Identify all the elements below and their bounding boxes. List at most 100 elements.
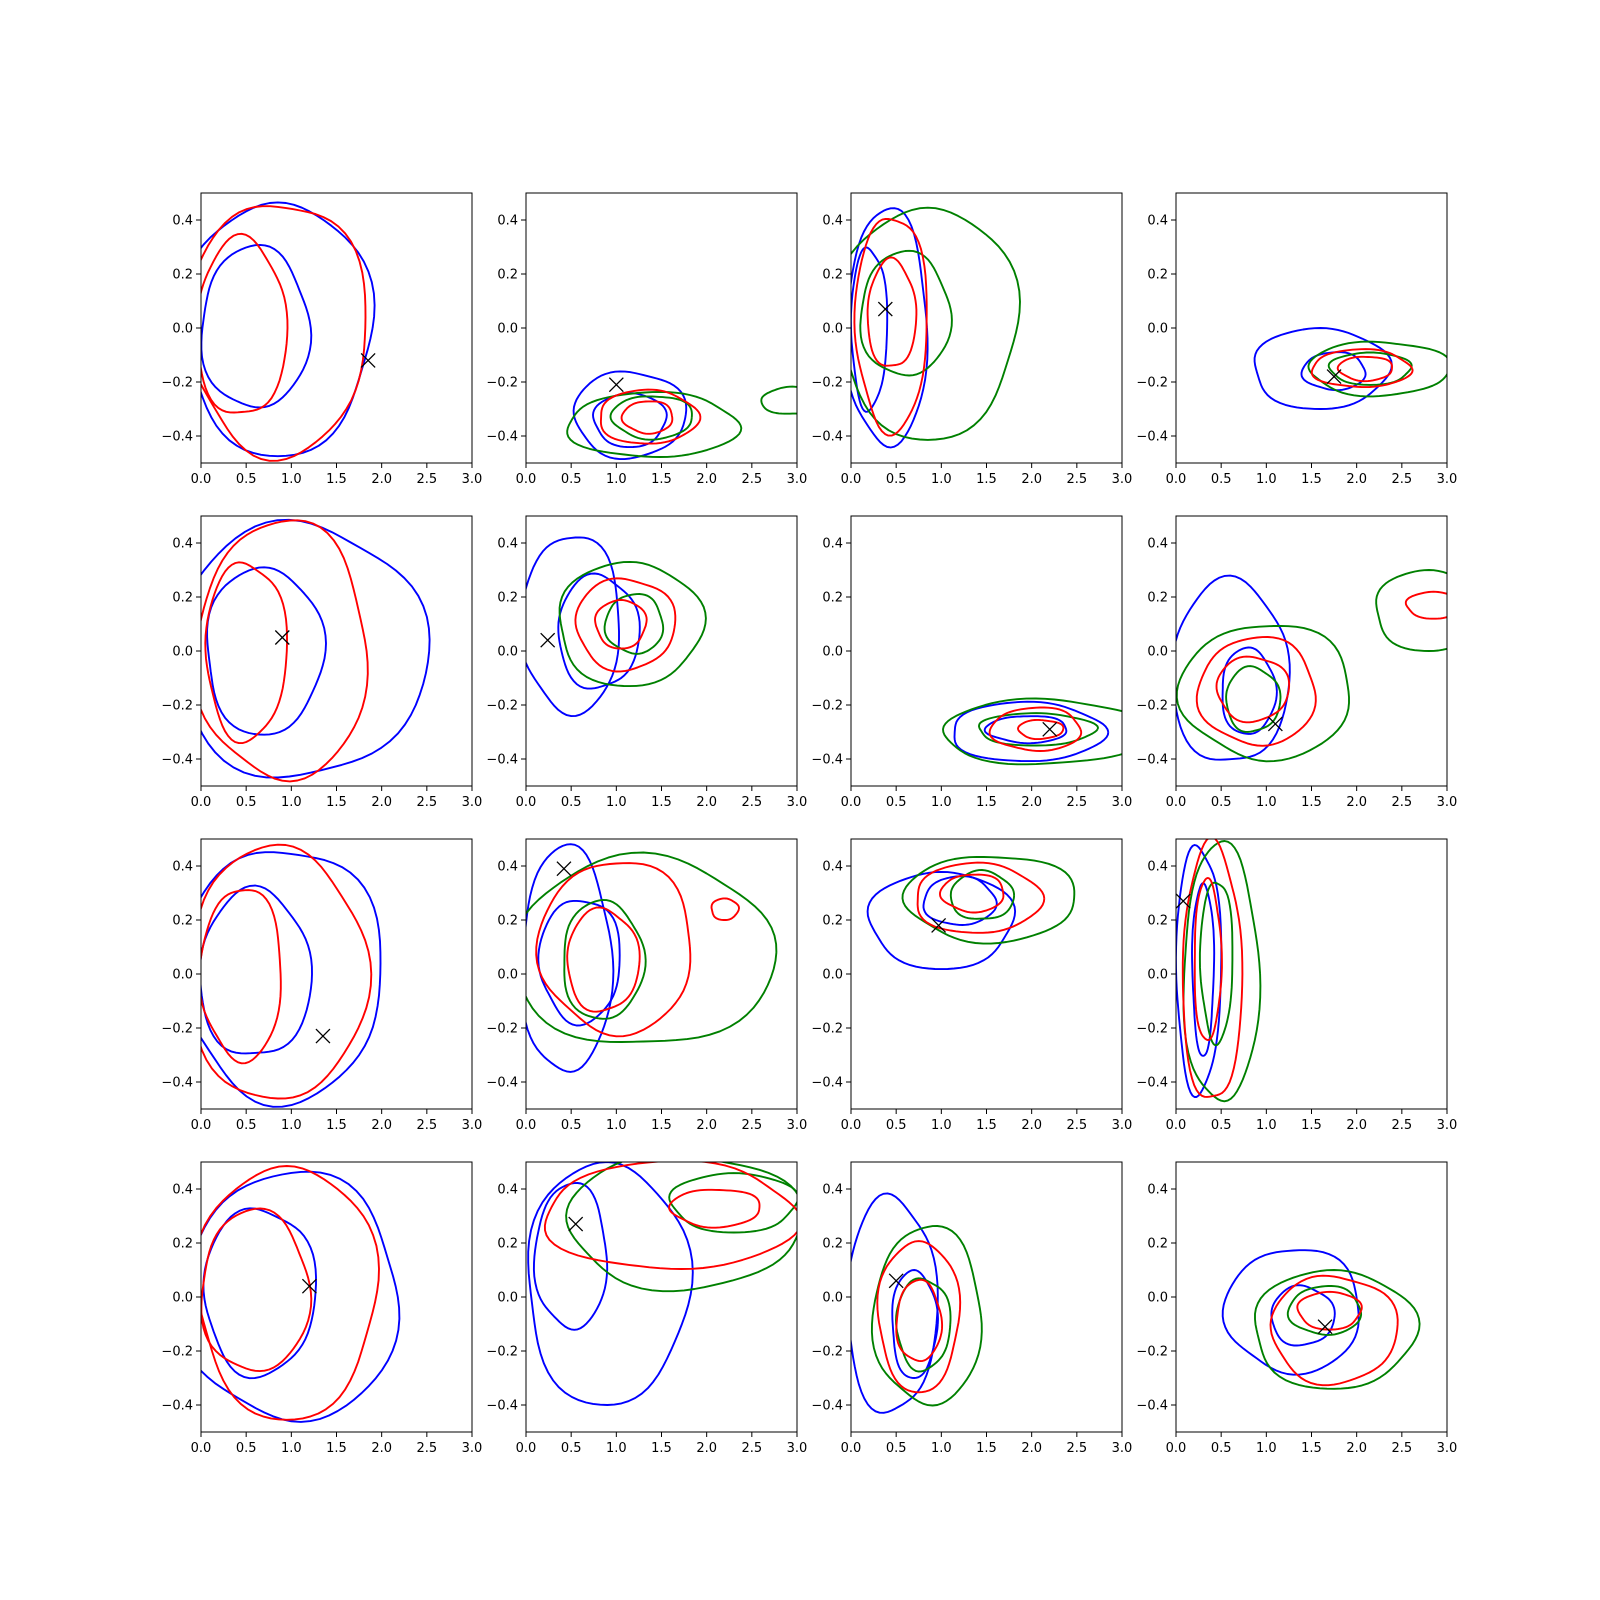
y-tick-label: −0.4 bbox=[161, 753, 193, 768]
red-contour-inner bbox=[201, 232, 289, 414]
x-tick-label: 1.0 bbox=[281, 1441, 302, 1456]
plot-area bbox=[201, 1165, 401, 1423]
y-tick-label: 0.0 bbox=[497, 645, 518, 660]
x-tick-label: 1.0 bbox=[1256, 1118, 1277, 1133]
y-tick-label: 0.4 bbox=[497, 1183, 518, 1198]
x-marker bbox=[1175, 893, 1191, 909]
x-marker bbox=[931, 917, 947, 933]
axes-frame bbox=[525, 192, 798, 464]
x-tick-label: 0.0 bbox=[841, 472, 862, 487]
y-tick-label: −0.2 bbox=[1136, 699, 1168, 714]
blue-contour-inner bbox=[1270, 1284, 1336, 1347]
plot-area bbox=[1176, 569, 1447, 763]
y-tick-label: 0.0 bbox=[822, 1291, 843, 1306]
x-tick-label: 2.0 bbox=[371, 795, 392, 810]
x-tick-label: 1.5 bbox=[976, 472, 997, 487]
blue-contour-outer bbox=[527, 1162, 694, 1406]
axes-frame bbox=[1175, 838, 1448, 1110]
x-tick-label: 2.0 bbox=[1021, 1441, 1042, 1456]
x-tick-label: 1.0 bbox=[931, 795, 952, 810]
y-tick-label: 0.0 bbox=[1147, 1291, 1168, 1306]
x-tick-label: 2.5 bbox=[741, 1118, 762, 1133]
x-tick-label: 3.0 bbox=[787, 1441, 808, 1456]
blue-contour-inner bbox=[202, 1207, 317, 1380]
green-contour-outer bbox=[760, 385, 797, 415]
x-tick-label: 1.5 bbox=[1301, 795, 1322, 810]
y-tick-label: 0.2 bbox=[497, 1237, 518, 1252]
y-tick-label: 0.0 bbox=[497, 322, 518, 337]
y-tick-label: −0.2 bbox=[811, 376, 843, 391]
x-tick-label: 0.0 bbox=[191, 1441, 212, 1456]
y-tick-label: −0.2 bbox=[1136, 1022, 1168, 1037]
x-marker bbox=[301, 1278, 317, 1294]
red-contour-inner bbox=[710, 897, 740, 921]
axes-frame bbox=[850, 515, 1123, 787]
x-tick-label: 0.5 bbox=[236, 1118, 257, 1133]
y-tick-label: 0.4 bbox=[1147, 1183, 1168, 1198]
y-tick-label: −0.2 bbox=[811, 1345, 843, 1360]
x-tick-label: 0.5 bbox=[886, 1118, 907, 1133]
x-tick-label: 2.0 bbox=[371, 1118, 392, 1133]
blue-contour-outer bbox=[953, 700, 1110, 763]
x-tick-label: 1.0 bbox=[1256, 472, 1277, 487]
y-tick-label: 0.2 bbox=[1147, 914, 1168, 929]
x-tick-label: 2.0 bbox=[696, 1118, 717, 1133]
panel-r1c2: 0.0 0.5 1.0 1.5 2.0 2.5 3.0 0.4 0.2 0.0 −0.2 −0.4 bbox=[486, 192, 807, 487]
y-tick-label: −0.4 bbox=[486, 1399, 518, 1414]
green-contour-inner bbox=[609, 395, 693, 441]
x-tick-label: 0.0 bbox=[1166, 1118, 1187, 1133]
red-contour-inner bbox=[866, 256, 918, 367]
blue-contour-outer bbox=[1176, 844, 1223, 1098]
green-contour-outer bbox=[566, 391, 743, 458]
green-contour-inner bbox=[1198, 881, 1234, 1047]
y-tick-label: 0.2 bbox=[1147, 268, 1168, 283]
y-tick-label: −0.4 bbox=[161, 1076, 193, 1091]
x-tick-label: 2.5 bbox=[416, 795, 437, 810]
x-tick-label: 1.5 bbox=[651, 795, 672, 810]
red-contour-inner bbox=[895, 1278, 944, 1363]
blue-contour-outer bbox=[851, 207, 929, 449]
y-tick-label: 0.0 bbox=[497, 968, 518, 983]
green-contour-outer bbox=[558, 560, 707, 688]
plot-area bbox=[1253, 327, 1447, 410]
plot-area bbox=[526, 843, 778, 1073]
red-contour-outer bbox=[916, 861, 1046, 934]
green-contour-inner bbox=[668, 1172, 797, 1234]
red-contour-outer bbox=[574, 577, 677, 673]
axes-frame bbox=[525, 1161, 798, 1433]
green-contour-inner bbox=[1225, 665, 1282, 733]
x-tick-label: 2.5 bbox=[416, 1118, 437, 1133]
axes-frame bbox=[1175, 515, 1448, 787]
red-contour-outer bbox=[1181, 839, 1244, 1098]
x-tick-label: 0.0 bbox=[841, 1441, 862, 1456]
x-tick-label: 1.5 bbox=[326, 1118, 347, 1133]
x-tick-label: 1.0 bbox=[606, 1118, 627, 1133]
y-tick-label: 0.2 bbox=[822, 268, 843, 283]
x-marker bbox=[877, 301, 893, 317]
axes-frame bbox=[200, 838, 473, 1110]
y-tick-label: −0.2 bbox=[486, 376, 518, 391]
x-tick-label: 2.5 bbox=[416, 1441, 437, 1456]
blue-contour-inner bbox=[532, 1182, 609, 1331]
y-tick-label: −0.4 bbox=[811, 430, 843, 445]
y-tick-label: 0.4 bbox=[1147, 537, 1168, 552]
x-tick-label: 1.0 bbox=[931, 472, 952, 487]
x-marker bbox=[540, 632, 556, 648]
x-tick-label: 3.0 bbox=[1437, 1441, 1458, 1456]
x-tick-label: 1.5 bbox=[326, 795, 347, 810]
x-tick-label: 2.0 bbox=[371, 1441, 392, 1456]
plot-area bbox=[201, 201, 376, 462]
green-contour-outer bbox=[565, 1162, 797, 1293]
y-tick-label: 0.0 bbox=[172, 645, 193, 660]
y-tick-label: 0.0 bbox=[822, 645, 843, 660]
x-tick-label: 3.0 bbox=[1437, 1118, 1458, 1133]
x-tick-label: 3.0 bbox=[1112, 472, 1133, 487]
x-tick-label: 0.5 bbox=[561, 472, 582, 487]
panel-r4c4: 0.0 0.5 1.0 1.5 2.0 2.5 3.0 0.4 0.2 0.0 −0.2 −0.4 bbox=[1136, 1161, 1458, 1456]
x-tick-label: 1.5 bbox=[651, 472, 672, 487]
x-tick-label: 0.5 bbox=[1211, 1441, 1232, 1456]
red-contour-outer bbox=[535, 862, 692, 1038]
blue-contour-inner bbox=[1191, 882, 1216, 1057]
x-tick-label: 2.0 bbox=[1346, 1118, 1367, 1133]
red-contour-inner bbox=[1017, 718, 1065, 741]
